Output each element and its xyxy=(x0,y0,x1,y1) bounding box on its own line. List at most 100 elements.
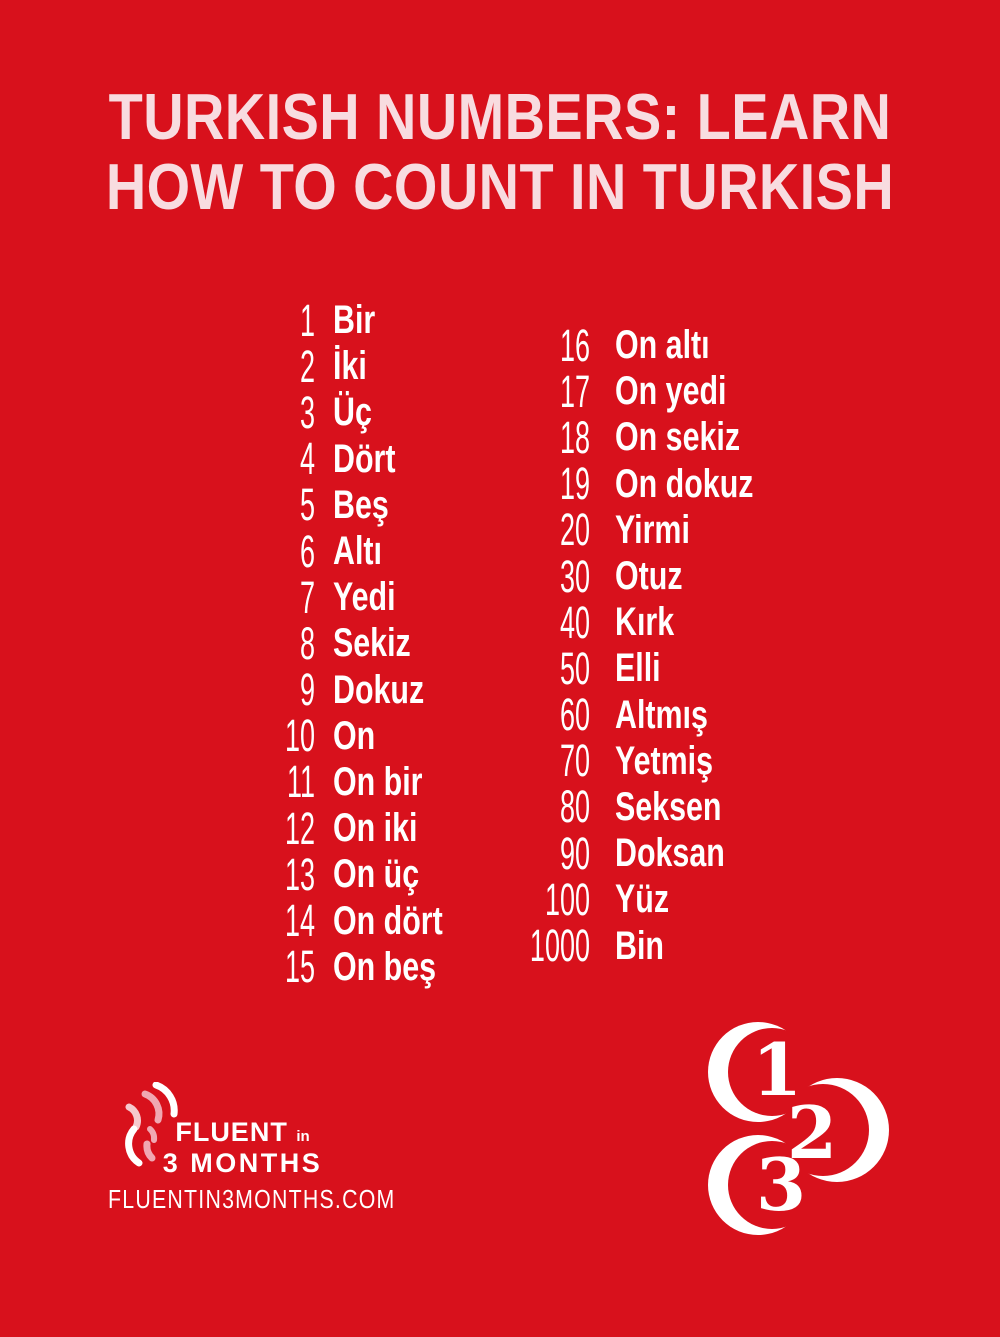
turkish-word: Kırk xyxy=(615,600,675,645)
numeral: 60 xyxy=(559,689,590,741)
numeral: 6 xyxy=(299,525,315,577)
turkish-word: On bir xyxy=(333,759,423,804)
turkish-word: Otuz xyxy=(615,554,683,599)
numeral: 100 xyxy=(544,873,590,925)
turkish-word: Yetmiş xyxy=(615,738,714,783)
number-row: 100 Yüz xyxy=(485,876,797,922)
numeral: 16 xyxy=(559,319,590,371)
turkish-word: Sekiz xyxy=(333,621,411,666)
turkish-word: Üç xyxy=(333,390,372,435)
turkish-word: Yedi xyxy=(333,575,396,620)
numeral: 50 xyxy=(559,642,590,694)
turkish-word: On dokuz xyxy=(615,461,754,506)
turkish-word: Yirmi xyxy=(615,507,690,552)
number-row: 9 Dokuz xyxy=(230,667,477,713)
number-row: 6 Altı xyxy=(230,528,477,574)
crescent-moon-icon-2 xyxy=(785,1078,889,1182)
number-row: 11 On bir xyxy=(230,759,477,805)
numeral: 1000 xyxy=(529,920,590,972)
turkish-word: On iki xyxy=(333,806,418,851)
numeral: 5 xyxy=(299,479,315,531)
numeral: 20 xyxy=(559,504,590,556)
number-row: 40 Kırk xyxy=(485,599,797,645)
turkish-word: Dört xyxy=(333,436,396,481)
number-row: 17 On yedi xyxy=(485,368,797,414)
brand-logo: FLUENT in 3 MONTHS xyxy=(160,1117,325,1179)
turkish-word: Dokuz xyxy=(333,667,425,712)
number-row: 10 On xyxy=(230,713,477,759)
number-row: 1 Bir xyxy=(230,297,477,343)
numeral: 15 xyxy=(284,941,315,993)
turkish-word: Elli xyxy=(615,646,661,691)
numeral: 90 xyxy=(559,827,590,879)
crescent-123-graphic: 1 2 3 xyxy=(708,1022,889,1235)
turkish-word: On beş xyxy=(333,944,437,989)
number-row: 8 Sekiz xyxy=(230,620,477,666)
brand-line1: FLUENT in xyxy=(160,1117,325,1148)
crescent-moon-icon-3 xyxy=(708,1135,808,1235)
brand-fluent: FLUENT xyxy=(175,1117,288,1147)
number-row: 4 Dört xyxy=(230,436,477,482)
number-row: 19 On dokuz xyxy=(485,461,797,507)
numeral: 30 xyxy=(559,550,590,602)
number-row: 15 On beş xyxy=(230,944,477,990)
number-row: 50 Elli xyxy=(485,645,797,691)
number-row: 16 On altı xyxy=(485,322,797,368)
number-row: 7 Yedi xyxy=(230,574,477,620)
numeral: 4 xyxy=(299,433,315,485)
numeral: 70 xyxy=(559,735,590,787)
number-row: 2 İki xyxy=(230,343,477,389)
turkish-word: Altmış xyxy=(615,692,708,737)
number-row: 1000 Bin xyxy=(485,922,797,968)
numeral: 11 xyxy=(286,756,315,808)
graphic-numeral-1: 1 xyxy=(752,1027,802,1112)
number-row: 30 Otuz xyxy=(485,553,797,599)
number-row: 5 Beş xyxy=(230,482,477,528)
turkish-word: Yüz xyxy=(615,877,670,922)
page-title: TURKISH NUMBERS: LEARN HOW TO COUNT IN T… xyxy=(70,82,930,222)
number-row: 12 On iki xyxy=(230,805,477,851)
turkish-word: On xyxy=(333,713,376,758)
website-url: FLUENTIN3MONTHS.COM xyxy=(108,1184,396,1214)
number-row: 80 Seksen xyxy=(485,784,797,830)
turkish-word: Doksan xyxy=(615,831,725,876)
number-row: 13 On üç xyxy=(230,851,477,897)
number-row: 60 Altmış xyxy=(485,692,797,738)
numeral: 80 xyxy=(559,781,590,833)
page-title-line1: TURKISH NUMBERS: LEARN xyxy=(108,80,892,153)
graphic-numeral-3: 3 xyxy=(756,1142,806,1227)
page-title-line2: HOW TO COUNT IN TURKISH xyxy=(105,150,895,223)
turkish-word: On üç xyxy=(333,852,420,897)
numeral: 2 xyxy=(299,340,315,392)
numeral: 14 xyxy=(284,895,315,947)
numeral: 40 xyxy=(559,596,590,648)
number-row: 90 Doksan xyxy=(485,830,797,876)
turkish-word: On altı xyxy=(615,323,710,368)
turkish-word: Seksen xyxy=(615,784,722,829)
numeral: 17 xyxy=(559,365,590,417)
numeral: 12 xyxy=(284,802,315,854)
numeral: 18 xyxy=(559,411,590,463)
turkish-word: Bir xyxy=(333,298,376,343)
numbers-list-left: 1 Bir 2 İki 3 Üç 4 Dört 5 Beş 6 Altı 7 Y… xyxy=(230,297,477,990)
numeral: 7 xyxy=(299,571,315,623)
crescent-moon-icon-1 xyxy=(708,1022,808,1122)
turkish-word: Bin xyxy=(615,923,664,968)
numeral: 1 xyxy=(299,294,315,346)
turkish-word: Beş xyxy=(333,482,389,527)
numeral: 10 xyxy=(284,710,315,762)
brand-in: in xyxy=(296,1128,310,1145)
numeral: 8 xyxy=(299,617,315,669)
number-row: 18 On sekiz xyxy=(485,414,797,460)
brand-line2: 3 MONTHS xyxy=(162,1148,323,1179)
number-row: 70 Yetmiş xyxy=(485,738,797,784)
number-row: 3 Üç xyxy=(230,389,477,435)
number-row: 20 Yirmi xyxy=(485,507,797,553)
turkish-word: On dört xyxy=(333,898,443,943)
numeral: 9 xyxy=(299,664,315,716)
turkish-word: İki xyxy=(333,344,367,389)
turkish-word: On yedi xyxy=(615,369,727,414)
graphic-numeral-2: 2 xyxy=(787,1090,837,1175)
turkish-word: On sekiz xyxy=(615,415,741,460)
